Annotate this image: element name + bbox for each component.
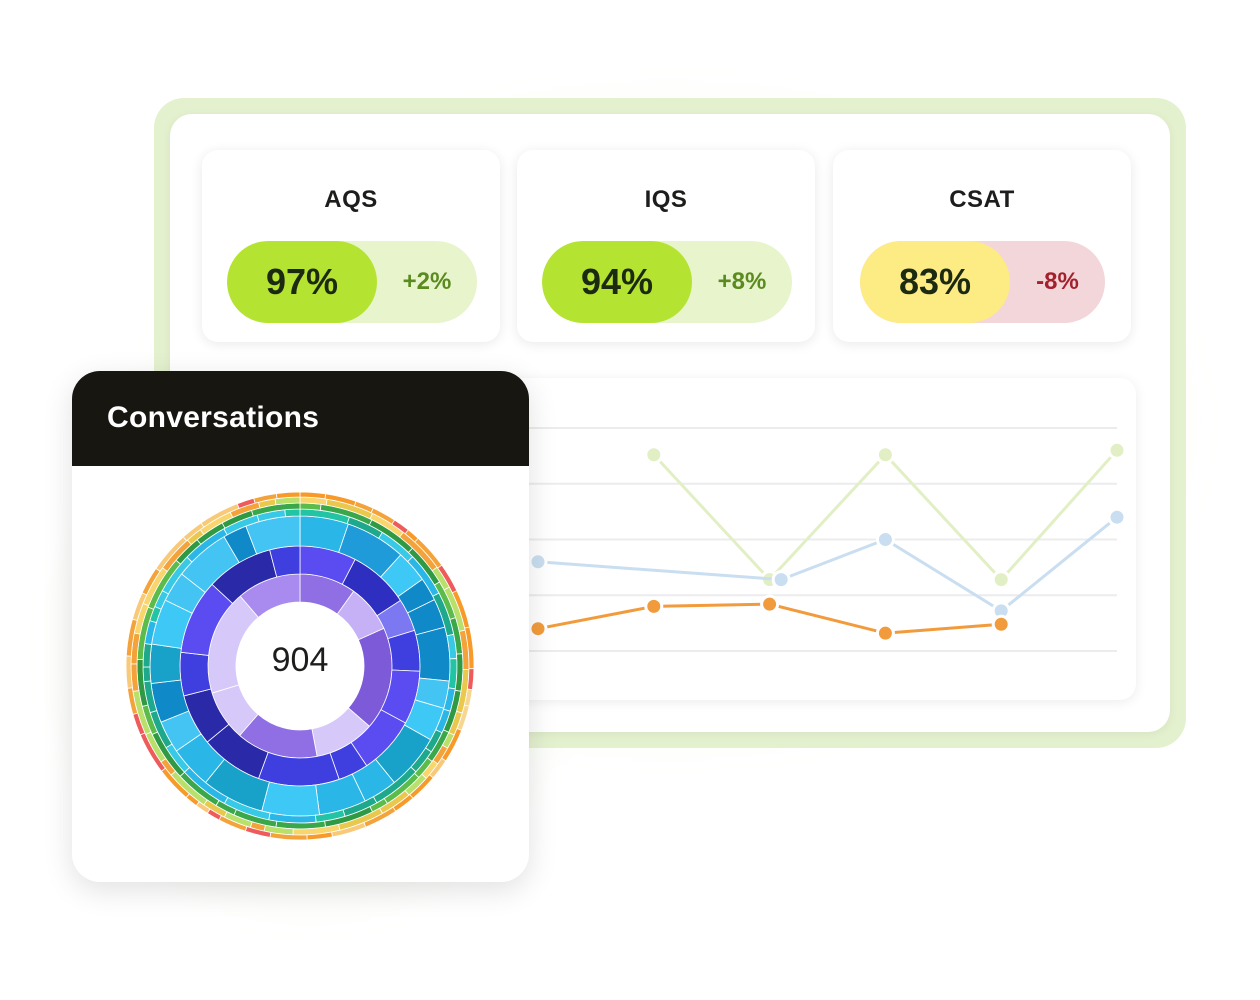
- metric-pill-iqs: 94% +8%: [542, 241, 792, 323]
- conversations-total: 904: [271, 641, 329, 679]
- series-point[interactable]: [644, 445, 664, 465]
- metric-delta-csat: -8%: [1036, 268, 1079, 295]
- series-point[interactable]: [991, 570, 1011, 590]
- conversations-title: Conversations: [107, 401, 320, 434]
- series-point[interactable]: [760, 594, 780, 614]
- metric-delta-aqs: +2%: [402, 268, 452, 295]
- series-point[interactable]: [1107, 507, 1127, 527]
- metric-value-csat: 83%: [860, 241, 1010, 323]
- series-point[interactable]: [644, 596, 664, 616]
- trend-line-chart: [520, 427, 1127, 652]
- sunburst-segment[interactable]: [149, 643, 182, 684]
- sunburst-segment[interactable]: [275, 491, 301, 500]
- metric-delta-iqs: +8%: [717, 268, 767, 295]
- series-point[interactable]: [875, 445, 895, 465]
- sunburst-segment[interactable]: [415, 626, 451, 682]
- metric-pill-csat: 83% -8%: [860, 241, 1105, 323]
- conversations-sunburst[interactable]: [72, 371, 529, 882]
- metric-value-aqs: 97%: [227, 241, 377, 323]
- series-point[interactable]: [771, 570, 791, 590]
- series-point[interactable]: [875, 623, 895, 643]
- sunburst-segment[interactable]: [179, 651, 212, 697]
- trend-chart-card: [450, 378, 1136, 700]
- sunburst-segment[interactable]: [284, 508, 301, 518]
- metric-pill-aqs: 97% +2%: [227, 241, 477, 323]
- series-point[interactable]: [1107, 440, 1127, 460]
- metric-value-iqs: 94%: [542, 241, 692, 323]
- sunburst-segment[interactable]: [125, 655, 133, 689]
- metric-label-csat: CSAT: [949, 186, 1015, 213]
- conversations-card: Conversations 904: [72, 371, 529, 882]
- series-point[interactable]: [528, 552, 548, 572]
- series-point[interactable]: [528, 619, 548, 639]
- series-point[interactable]: [991, 614, 1011, 634]
- series-line: [537, 516, 1118, 613]
- sunburst-segment[interactable]: [261, 781, 320, 817]
- sunburst-segment[interactable]: [142, 666, 152, 683]
- metric-label-iqs: IQS: [644, 186, 688, 213]
- series-line: [652, 449, 1119, 582]
- series-point[interactable]: [875, 530, 895, 549]
- conversations-header: Conversations: [72, 371, 529, 466]
- metric-label-aqs: AQS: [324, 186, 378, 213]
